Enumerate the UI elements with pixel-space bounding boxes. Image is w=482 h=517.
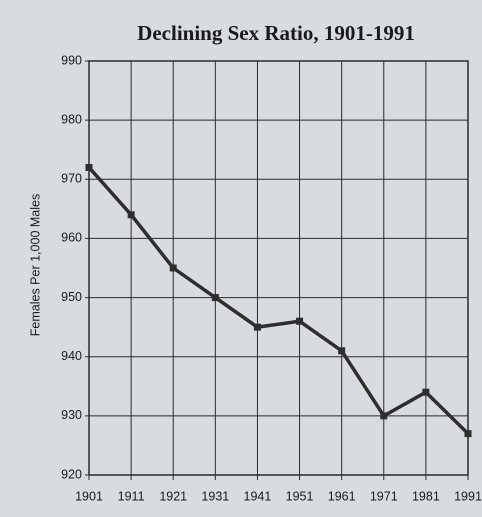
data-point (169, 264, 177, 272)
data-point (464, 430, 472, 438)
y-tick-label: 990 (61, 53, 82, 67)
y-axis-label: Females Per 1,000 Males (28, 194, 42, 336)
data-point (211, 294, 219, 302)
x-tick-label: 1991 (454, 489, 482, 503)
data-point (296, 317, 304, 325)
data-point (422, 388, 430, 396)
chart-title: Declining Sex Ratio, 1901-1991 (137, 21, 415, 45)
x-tick-label: 1931 (201, 489, 229, 503)
y-tick-label: 970 (61, 172, 82, 186)
data-line (87, 166, 470, 435)
data-point (380, 412, 388, 420)
x-tick-label: 1961 (328, 489, 356, 503)
x-tick-label: 1951 (286, 489, 314, 503)
x-tick-label: 1901 (75, 489, 103, 503)
x-tick-label: 1921 (159, 489, 187, 503)
data-point (253, 323, 261, 331)
y-tick-label: 960 (61, 231, 82, 245)
y-tick-label: 980 (61, 112, 82, 126)
data-point (338, 347, 346, 355)
x-tick-label: 1981 (412, 489, 440, 503)
x-tick-label: 1941 (244, 489, 272, 503)
x-tick-label: 1911 (118, 489, 145, 503)
data-point (127, 211, 135, 219)
x-tick-label: 1971 (370, 489, 398, 503)
y-tick-label: 930 (61, 408, 82, 422)
y-tick-label: 950 (61, 290, 82, 304)
y-tick-label: 940 (61, 349, 82, 363)
data-point (85, 163, 93, 171)
y-tick-label: 920 (61, 467, 82, 481)
